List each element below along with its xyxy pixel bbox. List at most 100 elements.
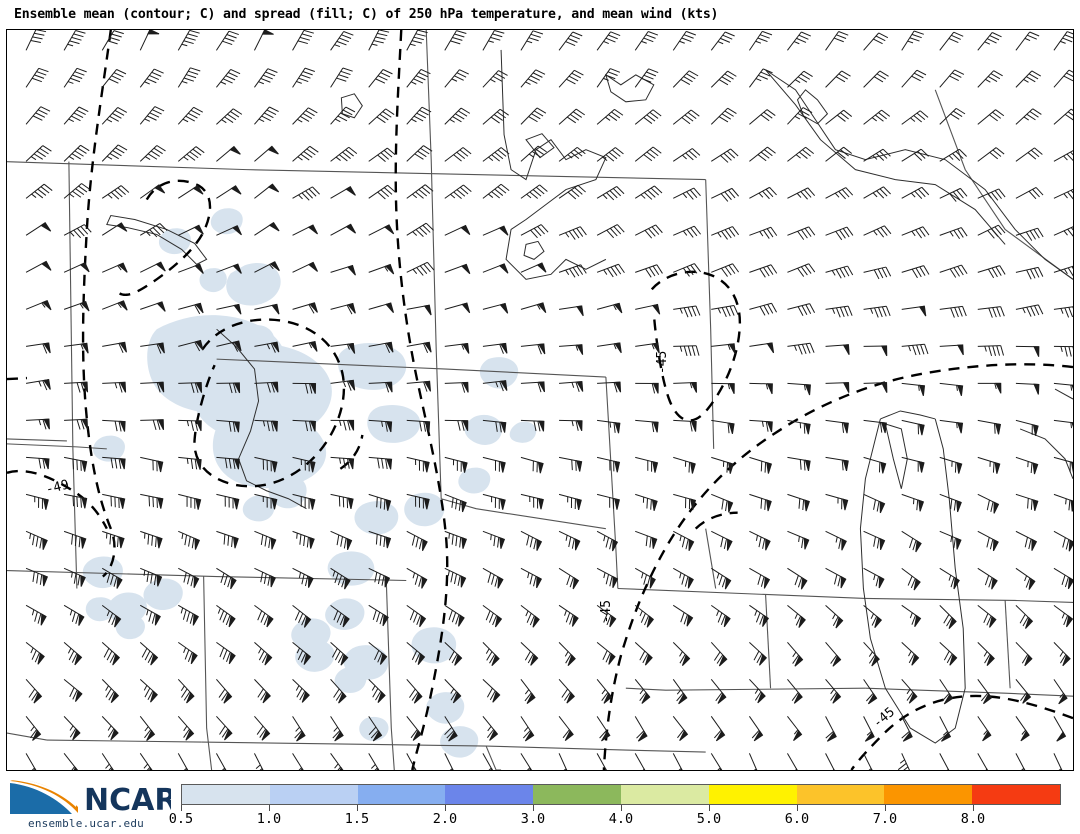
wind-barb [444,107,471,125]
wind-barb [520,530,543,551]
wind-barb [1015,70,1042,88]
wind-barb [1015,227,1044,241]
wind-barb [444,604,465,627]
wind-barb [482,183,510,199]
wind-barb [406,341,432,354]
wind-barb [25,679,43,704]
geography-layer [7,30,1073,770]
wind-barb [825,226,854,241]
wind-barb [711,493,734,513]
wind-barb [558,753,568,770]
wind-barb [863,419,887,434]
wind-barb [63,641,83,666]
map-canvas[interactable]: -49 -45 -45 -45 [6,29,1074,771]
wind-barb [178,530,201,550]
wind-barb [368,530,392,549]
wind-barb [901,305,927,317]
wind-barb [406,753,417,770]
wind-barb [748,753,758,770]
wind-barb [634,679,651,704]
wind-barb [673,530,695,552]
wind-barb [368,641,388,665]
wind-barb [482,641,500,667]
wind-barb [558,146,586,162]
wind-barb [254,716,271,741]
wind-barb [139,678,158,703]
wind-barb [977,530,999,552]
wind-barb [1015,266,1044,280]
colorbar-segment [445,785,534,804]
wind-barb [901,148,929,162]
wind-barb [1053,108,1073,125]
wind-barb [177,679,195,704]
wind-barb [102,262,128,273]
wind-barb [292,456,316,473]
wind-barb [25,567,49,587]
wind-barb [482,70,508,88]
wind-barb [368,184,396,200]
wind-barb [178,493,202,510]
wind-barb [406,222,434,238]
wind-barb [596,68,621,88]
spread-fill-region [93,435,125,462]
wind-barb [939,31,964,51]
wind-barb [406,456,430,473]
wind-barb [254,530,277,550]
wind-barb [939,148,967,162]
wind-barb [140,456,164,473]
wind-barb [711,530,733,551]
wind-barb [216,641,236,665]
wind-barb [787,716,803,741]
wind-barb [977,265,1006,279]
wind-barb [63,67,87,88]
wind-barb [216,456,240,470]
spread-fill-region [143,578,183,611]
wind-barb [140,301,166,312]
wind-barb [63,144,90,162]
wind-barb [482,108,509,125]
wind-barb [254,567,276,588]
wind-barb [1053,265,1073,277]
wind-barb [825,716,837,742]
wind-barb [64,381,89,393]
wind-barb [140,419,165,431]
wind-barb [292,341,318,352]
wind-barb [710,716,726,742]
ncar-logo[interactable]: NCAR ensemble.ucar.edu [6,777,177,832]
ncar-wordmark: NCAR [84,783,171,818]
wind-barb [368,381,393,393]
wind-barb [520,343,546,355]
wind-barb [863,148,891,162]
wind-barb [101,30,124,51]
wind-barb [25,222,52,236]
wind-barb [939,305,967,318]
wind-barb [596,31,621,51]
wind-barb [101,567,123,589]
wind-barb [977,109,1005,125]
wind-barb [406,419,431,433]
colorbar-tick [621,805,622,811]
wind-barb [634,716,648,742]
wind-barb [1053,419,1073,429]
spread-fill-region [367,404,421,443]
wind-barb [254,381,279,393]
wind-barb [216,679,233,704]
wind-barb [63,678,83,702]
spread-colorbar[interactable]: 0.5 1.0 1.5 2.0 3.0 4.0 5.0 6.0 7.0 8.0 [169,784,1061,827]
colorbar-segment [708,785,797,804]
wind-barb [711,187,740,202]
wind-barb [482,567,504,589]
wind-barb [482,753,493,770]
ensemble-url-label[interactable]: ensemble.ucar.edu [28,817,144,830]
wind-barb [596,108,624,125]
wind-barb [330,342,356,354]
wind-barb [787,107,813,125]
wind-barb [444,342,470,354]
wind-barb [63,716,81,741]
wind-barb [253,753,264,770]
wind-barb [482,678,501,703]
wind-barb [863,305,891,318]
wind-barb [825,265,854,279]
spread-fill-region [235,325,275,359]
